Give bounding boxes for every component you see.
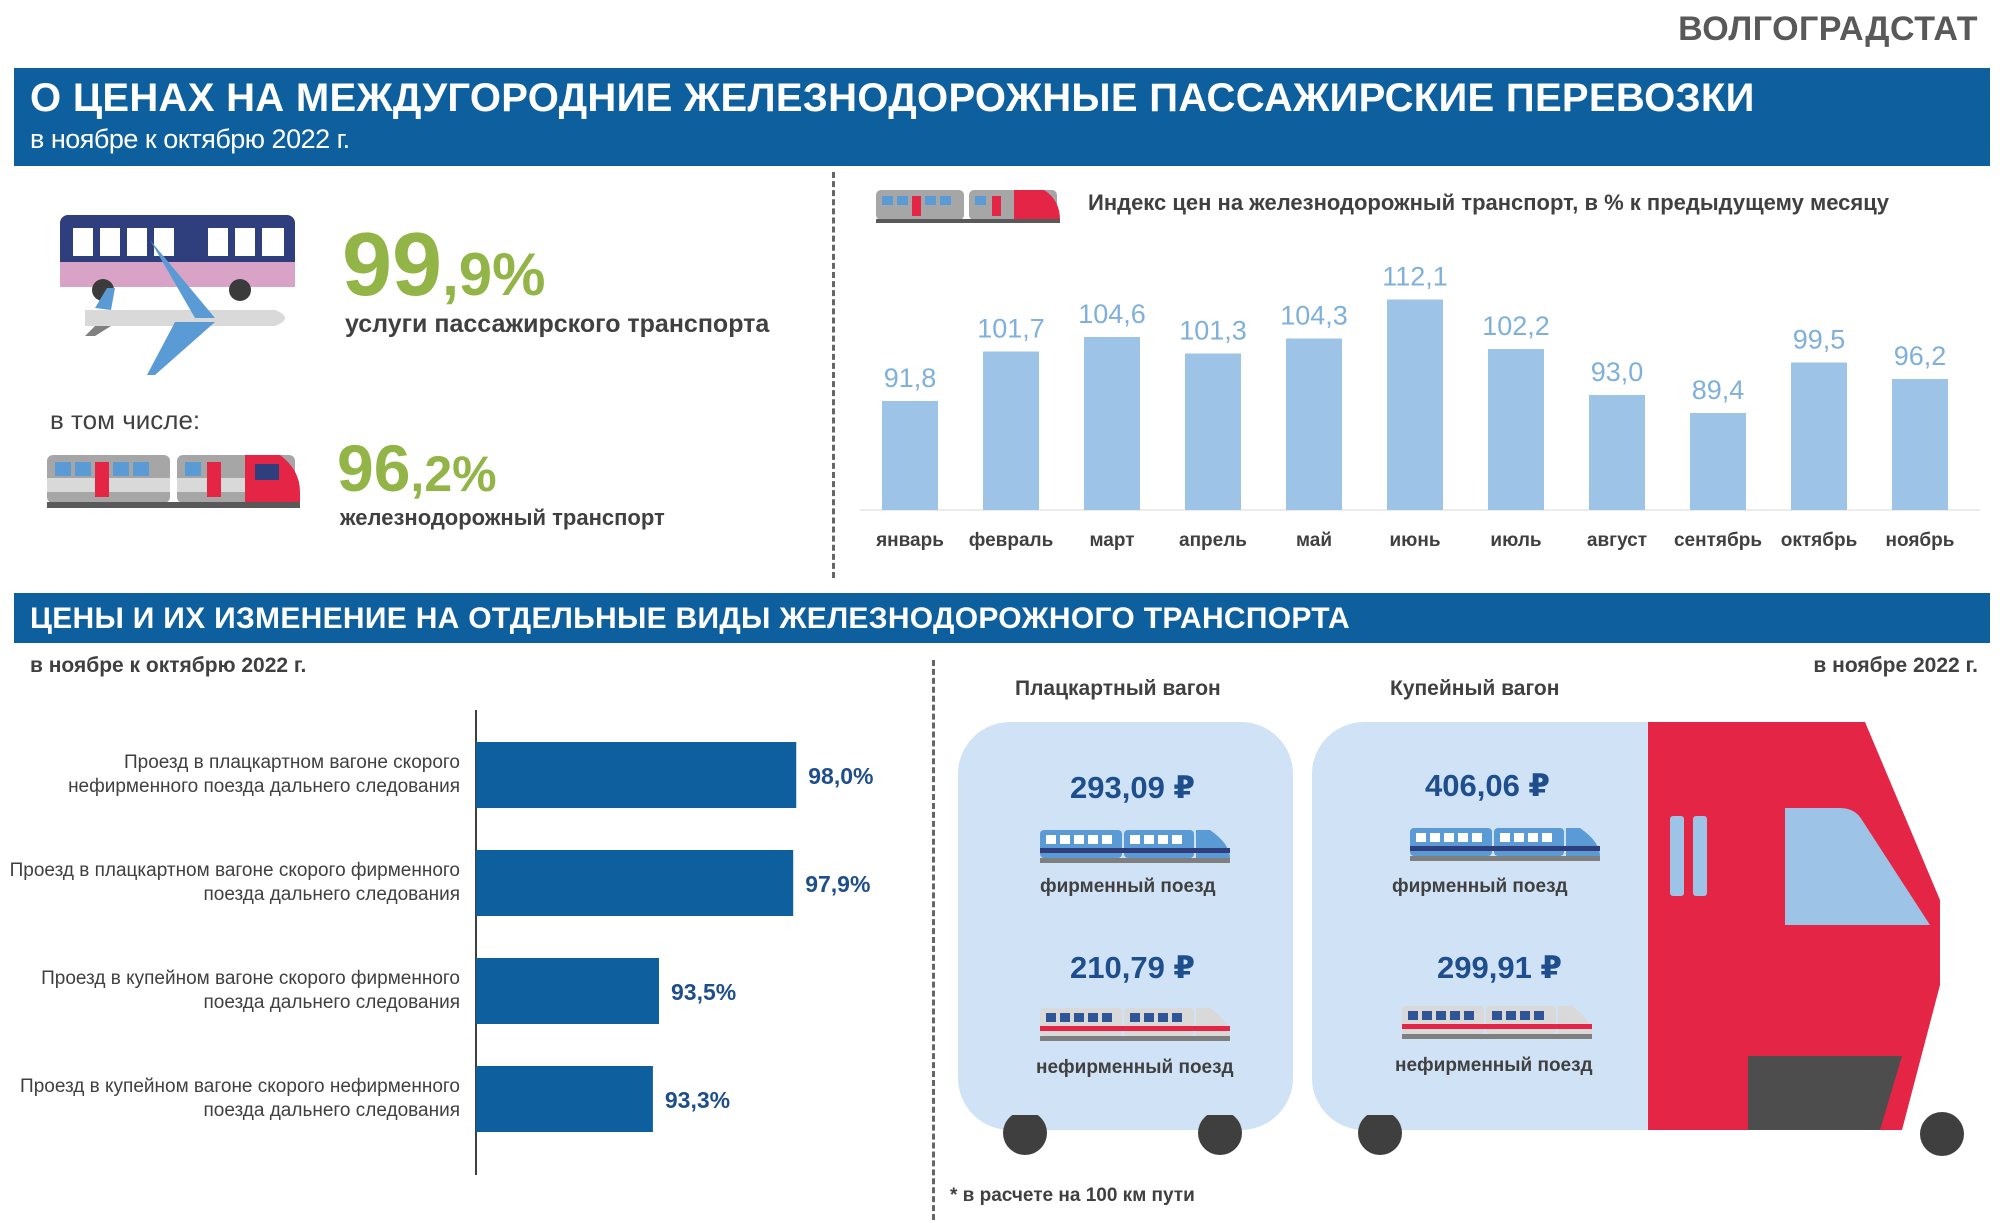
coupe-regular-price: 299,91 ₽: [1437, 950, 1562, 985]
chart1-bar: [1892, 379, 1948, 510]
chart2-bar: [476, 742, 797, 808]
chart1-category-label: январь: [875, 530, 944, 551]
chart2-value-label: 93,5%: [671, 979, 736, 1005]
chart1-bar: [1488, 349, 1544, 510]
divider-bottom: [932, 660, 935, 1220]
rail-index-frac: ,2%: [410, 446, 497, 502]
coupe-card: [1312, 722, 1712, 1130]
chart1-bar: [882, 401, 938, 510]
chart1-value-label: 93,0: [1591, 357, 1644, 387]
chart2-category-label: Проезд в плацкартном вагоне скорого фирм…: [9, 860, 460, 905]
chart1-category-label: июнь: [1389, 530, 1440, 551]
chart1-category-label: февраль: [969, 530, 1054, 551]
chart2-category-label: Проезд в купейном вагоне скорого нефирме…: [20, 1076, 460, 1121]
chart1-bar: [1185, 353, 1241, 510]
chart1-bar: [1286, 338, 1342, 510]
including-label: в том числе:: [50, 405, 201, 435]
chart2-bar: [476, 850, 794, 916]
chart1-value-label: 112,1: [1382, 262, 1448, 292]
agency-name: ВОЛГОГРАДСТАТ: [1678, 10, 1978, 48]
chart1-bar: [1387, 299, 1443, 510]
section2-title: ЦЕНЫ И ИХ ИЗМЕНЕНИЕ НА ОТДЕЛЬНЫЕ ВИДЫ ЖЕ…: [30, 602, 1351, 635]
section2-left-subtitle: в ноябре к октябрю 2022 г.: [30, 654, 307, 677]
chart1-bar: [1084, 337, 1140, 510]
chart1-title: Индекс цен на железнодорожный транспорт,…: [1088, 190, 1890, 215]
services-index-frac: ,9%: [442, 241, 546, 308]
train-icon: [47, 455, 300, 508]
chart1-value-label: 96,2: [1894, 341, 1947, 371]
chart1-value-label: 89,4: [1692, 375, 1745, 405]
services-index-int: 99: [342, 215, 443, 315]
page-title: О ЦЕНАХ НА МЕЖДУГОРОДНИЕ ЖЕЛЕЗНОДОРОЖНЫЕ…: [30, 76, 1755, 120]
chart2-category-label: Проезд в купейном вагоне скорого фирменн…: [41, 968, 460, 1013]
services-label: услуги пассажирского транспорта: [345, 310, 770, 338]
chart1-value-label: 104,3: [1280, 301, 1348, 331]
chart1-category-label: июль: [1490, 530, 1541, 551]
platzkart-heading: Плацкартный вагон: [1015, 677, 1221, 700]
platzkart-regular-type: нефирменный поезд: [1036, 1057, 1234, 1078]
chart1-category-label: апрель: [1179, 530, 1247, 551]
rail-label: железнодорожный транспорт: [340, 505, 665, 530]
coupe-heading: Купейный вагон: [1390, 677, 1560, 700]
chart2-category-label: Проезд в плацкартном вагоне скорого нефи…: [68, 752, 460, 797]
footnote: * в расчете на 100 км пути: [950, 1185, 1195, 1206]
chart1-category-label: август: [1587, 530, 1647, 551]
chart1-value-label: 101,3: [1179, 316, 1247, 346]
ticket-change-chart: 98,0% 97,9% 93,5% 93,3%: [475, 710, 873, 1175]
section2-banner: ЦЕНЫ И ИХ ИЗМЕНЕНИЕ НА ОТДЕЛЬНЫЕ ВИДЫ ЖЕ…: [14, 593, 1990, 643]
chart1-value-label: 102,2: [1482, 311, 1550, 341]
coupe-branded-price: 406,06 ₽: [1425, 768, 1550, 803]
platzkart-regular-price: 210,79 ₽: [1070, 950, 1195, 985]
branded-train-icon-coupe: [1410, 828, 1600, 861]
coupe-regular-type: нефирменный поезд: [1395, 1055, 1593, 1076]
services-index: 99,9%: [342, 220, 546, 310]
locomotive-nose-icon: [1648, 722, 1964, 1156]
regular-train-icon: [1040, 1008, 1230, 1041]
chart-title-icon: [876, 190, 1060, 223]
header-banner: О ЦЕНАХ НА МЕЖДУГОРОДНИЕ ЖЕЛЕЗНОДОРОЖНЫЕ…: [14, 68, 1990, 166]
page-subtitle: в ноябре к октябрю 2022 г.: [30, 124, 350, 154]
chart1-category-label: май: [1296, 530, 1332, 551]
branded-train-icon: [1040, 830, 1230, 863]
chart1-bar: [1791, 362, 1847, 510]
platzkart-card: [958, 722, 1293, 1130]
chart2-value-label: 98,0%: [808, 763, 873, 789]
chart2-value-label: 93,3%: [665, 1087, 730, 1113]
chart2-bar: [476, 1066, 653, 1132]
chart1-bar: [983, 351, 1039, 510]
chart1-value-label: 104,6: [1078, 299, 1146, 329]
chart1-category-label: март: [1089, 530, 1134, 551]
chart1-value-label: 99,5: [1793, 325, 1846, 355]
chart1-category-label: октябрь: [1781, 530, 1858, 551]
platzkart-branded-price: 293,09 ₽: [1070, 770, 1195, 805]
section2-right-subtitle: в ноябре 2022 г.: [1813, 654, 1978, 677]
coupe-branded-type: фирменный поезд: [1392, 876, 1568, 897]
rail-index-int: 96: [337, 431, 411, 505]
chart2-value-label: 97,9%: [805, 871, 870, 897]
chart1-bar: [1589, 395, 1645, 510]
chart1-bar: [1690, 413, 1746, 510]
divider-top: [832, 172, 835, 578]
rail-index: 96,2%: [337, 435, 497, 501]
monthly-index-chart: 91,8 январь 101,7 февраль 104,6 март 101,3 апре…: [860, 262, 1980, 551]
regular-train-icon-coupe: [1402, 1006, 1592, 1039]
wheels-icon: [1003, 1115, 1402, 1155]
bus-plane-icon: [60, 215, 295, 375]
chart1-category-label: сентябрь: [1674, 530, 1762, 551]
chart1-value-label: 91,8: [884, 363, 937, 393]
chart1-category-label: ноябрь: [1886, 530, 1955, 551]
platzkart-branded-type: фирменный поезд: [1040, 876, 1216, 897]
chart1-value-label: 101,7: [977, 314, 1045, 344]
chart2-bar: [476, 958, 659, 1024]
